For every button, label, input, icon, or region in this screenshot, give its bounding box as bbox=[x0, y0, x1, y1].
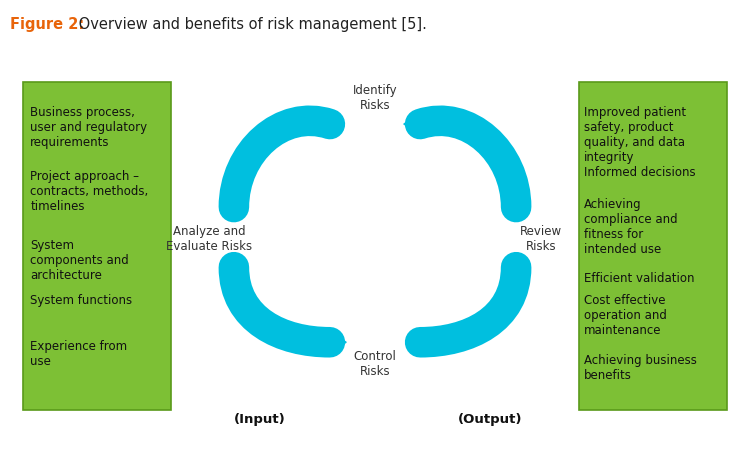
Polygon shape bbox=[221, 201, 246, 219]
Polygon shape bbox=[404, 112, 423, 135]
FancyBboxPatch shape bbox=[578, 81, 728, 410]
Text: Control
Risks: Control Risks bbox=[353, 351, 397, 378]
Polygon shape bbox=[327, 331, 346, 354]
Text: Business process,
user and regulatory
requirements: Business process, user and regulatory re… bbox=[30, 106, 148, 149]
FancyBboxPatch shape bbox=[22, 81, 172, 410]
Text: System
components and
architecture: System components and architecture bbox=[30, 239, 129, 282]
Text: Project approach –
contracts, methods,
timelines: Project approach – contracts, methods, t… bbox=[30, 170, 148, 213]
Text: System functions: System functions bbox=[30, 294, 133, 306]
Text: Experience from
use: Experience from use bbox=[30, 340, 128, 368]
Polygon shape bbox=[504, 256, 529, 274]
Text: (Input): (Input) bbox=[234, 413, 286, 426]
Text: Analyze and
Evaluate Risks: Analyze and Evaluate Risks bbox=[166, 225, 252, 253]
Text: Review
Risks: Review Risks bbox=[520, 225, 562, 253]
Text: Figure 2:: Figure 2: bbox=[10, 17, 84, 32]
Text: Achieving business
benefits: Achieving business benefits bbox=[584, 354, 698, 382]
Text: Achieving
compliance and
fitness for
intended use: Achieving compliance and fitness for int… bbox=[584, 198, 678, 256]
Text: Identify
Risks: Identify Risks bbox=[352, 84, 398, 112]
Text: Cost effective
operation and
maintenance: Cost effective operation and maintenance bbox=[584, 294, 668, 337]
Text: Overview and benefits of risk management [5].: Overview and benefits of risk management… bbox=[74, 17, 426, 32]
Text: Improved patient
safety, product
quality, and data
integrity: Improved patient safety, product quality… bbox=[584, 106, 686, 164]
Text: (Output): (Output) bbox=[458, 413, 523, 426]
Text: Efficient validation: Efficient validation bbox=[584, 272, 694, 284]
Text: Informed decisions: Informed decisions bbox=[584, 166, 696, 179]
